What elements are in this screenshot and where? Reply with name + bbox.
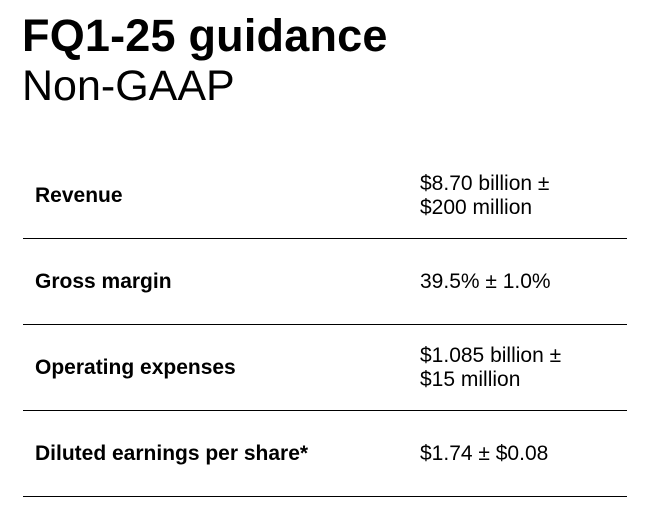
row-value: 39.5% ± 1.0% (420, 270, 551, 294)
row-value-line: 39.5% ± 1.0% (420, 269, 551, 293)
guidance-row-revenue: Revenue $8.70 billion ± $200 million (23, 153, 627, 239)
row-value-line: $1.085 billion ± (420, 343, 562, 367)
row-value-line: $200 million (420, 195, 533, 219)
page-title: FQ1-25 guidance (22, 10, 388, 61)
row-value-line: $1.74 ± $0.08 (420, 441, 549, 465)
guidance-row-diluted-eps: Diluted earnings per share* $1.74 ± $0.0… (23, 411, 627, 497)
row-label: Gross margin (35, 269, 172, 293)
guidance-row-gross-margin: Gross margin 39.5% ± 1.0% (23, 239, 627, 325)
row-label: Operating expenses (35, 355, 236, 379)
row-value-line: $15 million (420, 367, 521, 391)
guidance-table: Revenue $8.70 billion ± $200 million Gro… (23, 153, 627, 497)
row-value: $1.085 billion ± $15 million (420, 344, 561, 392)
row-label: Diluted earnings per share* (35, 441, 309, 465)
page-subtitle: Non-GAAP (22, 62, 235, 110)
guidance-row-operating-expenses: Operating expenses $1.085 billion ± $15 … (23, 325, 627, 411)
row-value: $1.74 ± $0.08 (420, 442, 548, 466)
row-value-line: $8.70 billion ± (420, 171, 550, 195)
row-value: $8.70 billion ± $200 million (420, 172, 549, 220)
row-label: Revenue (35, 183, 123, 207)
